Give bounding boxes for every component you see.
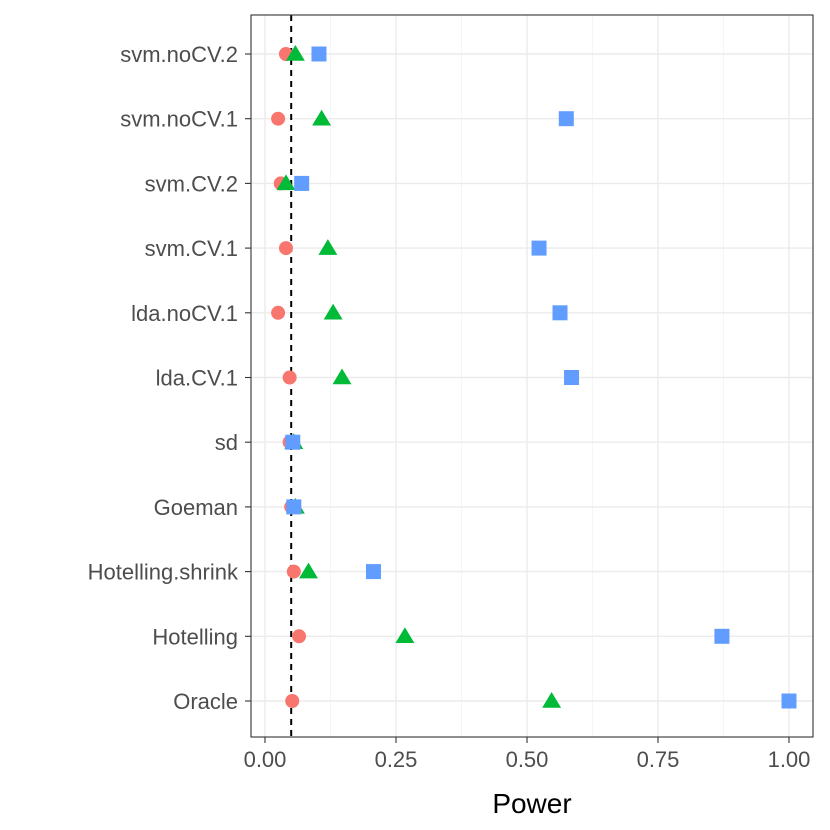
axis-layer: 0.00 0.25 0.50 0.75 1.00 svm.noCV.2 svm.noCV.1…: [88, 42, 811, 772]
circle-point: [286, 564, 301, 579]
square-point: [531, 240, 547, 256]
triangle-point: [299, 562, 318, 579]
square-point: [294, 175, 310, 191]
x-tick-label: 1.00: [768, 747, 811, 772]
points-layer: [271, 45, 797, 709]
square-point: [714, 628, 730, 644]
y-tick-label: Oracle: [173, 689, 238, 714]
y-tick-label: svm.CV.1: [145, 236, 238, 261]
triangle-point: [312, 109, 332, 126]
square-point: [552, 305, 568, 321]
y-tick-label: lda.noCV.1: [131, 301, 238, 326]
y-tick-label: svm.noCV.1: [120, 107, 238, 132]
square-point: [365, 564, 381, 580]
y-tick-label: svm.noCV.2: [120, 42, 238, 67]
x-axis-title: Power: [492, 788, 571, 819]
x-tick-label: 0.75: [637, 747, 680, 772]
triangle-point: [395, 627, 415, 644]
circle-point: [278, 241, 293, 256]
square-point: [781, 693, 797, 709]
y-tick-label: sd: [215, 430, 238, 455]
grid-layer: [251, 15, 813, 737]
triangle-point: [323, 303, 343, 320]
circle-point: [292, 629, 307, 644]
x-tick-label: 0.50: [506, 747, 549, 772]
y-tick-label: lda.CV.1: [156, 366, 238, 391]
triangle-point: [318, 239, 338, 255]
circle-point: [282, 370, 297, 385]
y-tick-label: Hotelling: [152, 624, 238, 649]
square-point: [558, 111, 574, 127]
x-tick-label: 0.00: [244, 747, 287, 772]
triangle-point: [542, 692, 562, 708]
y-tick-label: Hotelling.shrink: [88, 560, 239, 585]
circle-point: [271, 305, 286, 320]
square-point: [311, 46, 327, 62]
square-point: [286, 499, 302, 515]
y-tick-label: Goeman: [154, 495, 238, 520]
circle-point: [285, 694, 300, 708]
y-tick-label: svm.CV.2: [145, 171, 238, 196]
triangle-point: [332, 368, 352, 385]
panel-border: [250, 14, 814, 738]
square-point: [285, 434, 301, 450]
triangle-point: [276, 174, 296, 191]
triangle-point: [285, 45, 305, 61]
square-point: [564, 370, 580, 385]
circle-point: [271, 111, 286, 126]
x-tick-label: 0.25: [375, 747, 418, 772]
